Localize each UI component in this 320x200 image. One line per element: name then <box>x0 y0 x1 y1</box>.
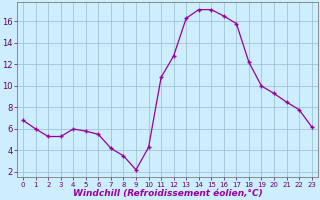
X-axis label: Windchill (Refroidissement éolien,°C): Windchill (Refroidissement éolien,°C) <box>73 189 262 198</box>
